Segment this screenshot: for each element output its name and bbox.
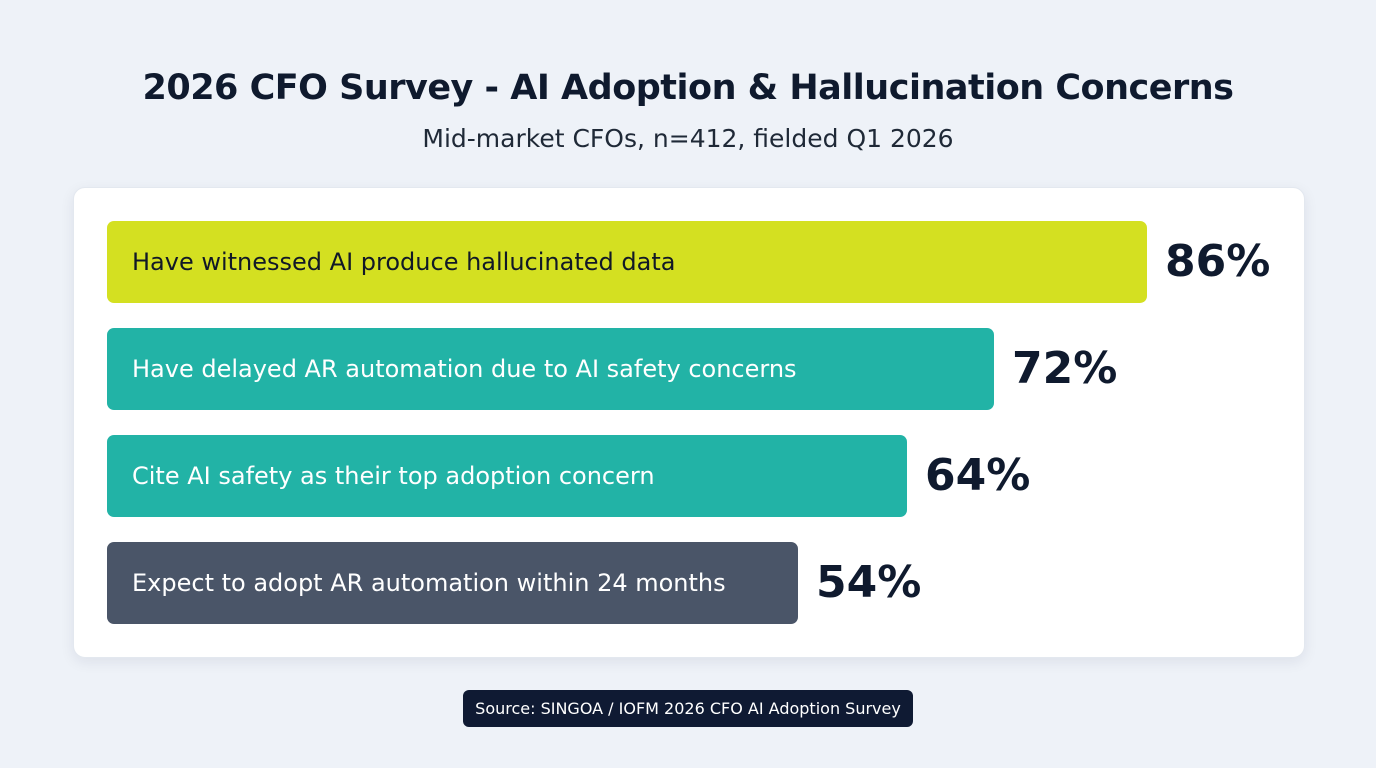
bar-2: Have delayed AR automation due to AI saf… [107, 328, 994, 410]
chart-title: 2026 CFO Survey - AI Adoption & Hallucin… [142, 68, 1234, 108]
value-label: 86% [1165, 236, 1271, 287]
value-label: 54% [816, 557, 922, 608]
value-label: 64% [925, 450, 1031, 501]
bar-3: Cite AI safety as their top adoption con… [107, 435, 907, 517]
value-label: 72% [1012, 343, 1118, 394]
bar-4: Expect to adopt AR automation within 24 … [107, 542, 798, 624]
bar-label: Have delayed AR automation due to AI saf… [132, 355, 797, 383]
chart-card: Have witnessed AI produce hallucinated d… [73, 187, 1305, 658]
bar-label: Expect to adopt AR automation within 24 … [132, 569, 726, 597]
bar-label: Cite AI safety as their top adoption con… [132, 462, 655, 490]
bar-label: Have witnessed AI produce hallucinated d… [132, 248, 676, 276]
bar-1: Have witnessed AI produce hallucinated d… [107, 221, 1147, 303]
source-badge: Source: SINGOA / IOFM 2026 CFO AI Adopti… [463, 690, 913, 727]
chart-subtitle: Mid-market CFOs, n=412, fielded Q1 2026 [422, 124, 954, 153]
